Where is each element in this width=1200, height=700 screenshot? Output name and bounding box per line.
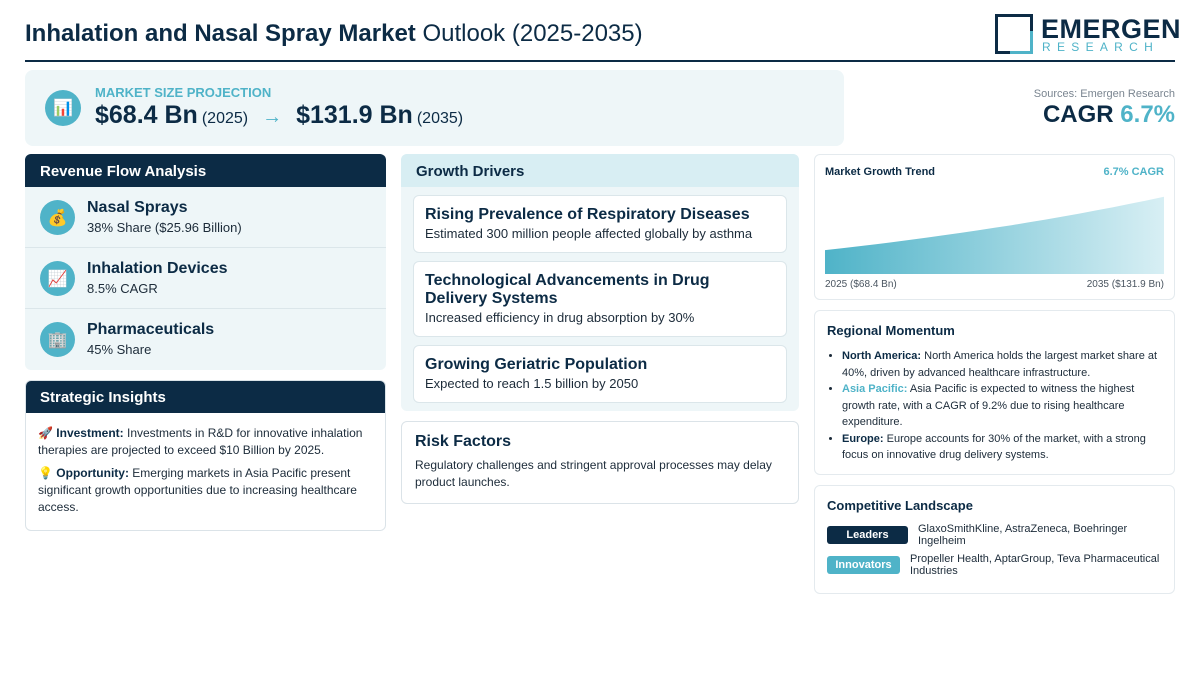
growth-driver: Technological Advancements in Drug Deliv… [413,261,787,337]
regional-momentum-card: Regional Momentum North America: North A… [814,310,1175,475]
revenue-item: 💰 Nasal Sprays 38% Share ($25.96 Billion… [25,187,386,248]
region-item: Asia Pacific: Asia Pacific is expected t… [842,381,1162,431]
driver-text: Increased efficiency in drug absorption … [425,310,695,325]
end-year: (2035) [416,110,464,127]
logo-sub-text: RESEARCH [1042,40,1160,54]
page-title: Inhalation and Nasal Spray Market Outloo… [25,20,643,48]
strategic-insights-title: Strategic Insights [26,381,385,413]
investment-text: Investments in R&D for innovative inhala… [38,426,363,457]
investment-label: Investment: [56,426,124,440]
trend-cagr: 6.7% CAGR [1103,166,1164,178]
emergen-logo: EMERGEN RESEARCH [995,14,1181,56]
page-header: Inhalation and Nasal Spray Market Outloo… [25,12,1181,62]
leaders-badge: Leaders [827,526,908,544]
opportunity-label: Opportunity: [56,466,129,480]
trending-up-icon: 📈 [40,261,75,296]
cagr-headline: CAGR 6.7% [1034,101,1175,129]
region-label: North America: [842,350,922,362]
region-label: Europe: [842,432,884,445]
market-growth-trend-card: Market Growth Trend 6.7% CAGR 2025 ($68.… [814,154,1175,300]
growth-drivers-card: Growth Drivers Rising Prevalence of Resp… [401,154,799,411]
region-text: Europe accounts for 30% of the market, w… [842,432,1146,462]
region-item: Europe: Europe accounts for 30% of the m… [842,431,1162,464]
logo-main-text: EMERGEN [1041,14,1182,44]
cagr-summary: Sources: Emergen Research CAGR 6.7% [1034,88,1175,129]
revenue-item-name: Inhalation Devices [87,260,228,277]
strategic-insights-body: 🚀 Investment: Investments in R&D for inn… [26,413,385,530]
rocket-icon: 🚀 [38,426,53,440]
risk-factors-card: Risk Factors Regulatory challenges and s… [401,421,799,504]
risk-factors-text: Regulatory challenges and stringent appr… [415,458,772,489]
risk-factors-title: Risk Factors [415,433,512,450]
growth-driver: Growing Geriatric Population Expected to… [413,345,787,403]
revenue-item-detail: 8.5% CAGR [87,281,158,296]
competitive-landscape-title: Competitive Landscape [827,498,973,513]
market-size-projection: 📊 MARKET SIZE PROJECTION $68.4 Bn (2025) →… [25,70,844,146]
end-value: $131.9 Bn [296,101,413,129]
revenue-item-name: Pharmaceuticals [87,321,215,338]
title-rest: Outlook (2025-2035) [422,20,643,47]
driver-title: Technological Advancements in Drug Deliv… [425,272,710,307]
office-building-icon: 🏢 [40,322,75,357]
revenue-item: 📈 Inhalation Devices 8.5% CAGR [25,248,386,309]
region-list: North America: North America holds the l… [827,348,1162,464]
driver-title: Rising Prevalence of Respiratory Disease… [425,206,750,223]
projection-values: $68.4 Bn (2025) → $131.9 Bn (2035) [95,101,463,130]
trend-start-label: 2025 ($68.4 Bn) [825,279,897,290]
regional-momentum-title: Regional Momentum [827,323,955,338]
innovators-badge: Innovators [827,556,900,574]
start-value: $68.4 Bn [95,101,198,129]
title-bold: Inhalation and Nasal Spray Market [25,20,416,47]
revenue-flow-card: Revenue Flow Analysis 💰 Nasal Sprays 38%… [25,154,386,370]
lightbulb-icon: 💡 [38,466,53,480]
logo-mark-icon [995,14,1033,54]
driver-title: Growing Geriatric Population [425,356,648,373]
sources-text: Sources: Emergen Research [1033,88,1175,100]
region-text: North America holds the largest market s… [842,350,1158,379]
revenue-item-detail: 38% Share ($25.96 Billion) [87,220,242,235]
money-bag-icon: 💰 [40,200,75,235]
strategic-insights-card: Strategic Insights 🚀 Investment: Investm… [25,380,386,531]
trend-area-chart [825,196,1164,274]
cagr-value: 6.7% [1120,101,1175,128]
competitive-landscape-card: Competitive Landscape Leaders GlaxoSmith… [814,485,1175,594]
innovators-text: Propeller Health, AptarGroup, Teva Pharm… [910,553,1160,577]
opportunity-insight: 💡 Opportunity: Emerging markets in Asia … [38,465,373,516]
region-text: Asia Pacific is expected to witness the … [842,383,1135,428]
region-item: North America: North America holds the l… [842,348,1162,381]
driver-text: Expected to reach 1.5 billion by 2050 [425,376,639,391]
revenue-flow-title: Revenue Flow Analysis [25,154,386,187]
start-year: (2025) [201,110,249,127]
projection-label: MARKET SIZE PROJECTION [95,85,272,100]
region-label: Asia Pacific: [842,383,908,395]
arrow-right-icon: → [262,106,283,128]
leaders-row: Leaders GlaxoSmithKline, AstraZeneca, Bo… [827,523,1168,547]
bar-chart-icon: 📊 [45,90,81,126]
innovators-row: Innovators Propeller Health, AptarGroup,… [827,553,1165,577]
growth-drivers-title: Growth Drivers [401,154,799,187]
trend-end-label: 2035 ($131.9 Bn) [1086,279,1164,290]
revenue-item-detail: 45% Share [87,342,152,357]
leaders-text: GlaxoSmithKline, AstraZeneca, Boehringer… [918,523,1128,547]
revenue-item: 🏢 Pharmaceuticals 45% Share [25,309,386,370]
trend-area [825,196,1164,274]
growth-driver: Rising Prevalence of Respiratory Disease… [413,195,787,253]
investment-insight: 🚀 Investment: Investments in R&D for inn… [38,425,373,459]
trend-title: Market Growth Trend [825,166,936,178]
opportunity-text: Emerging markets in Asia Pacific present… [38,466,357,514]
revenue-item-name: Nasal Sprays [87,199,188,216]
driver-text: Estimated 300 million people affected gl… [425,226,753,241]
cagr-label: CAGR [1042,101,1114,128]
